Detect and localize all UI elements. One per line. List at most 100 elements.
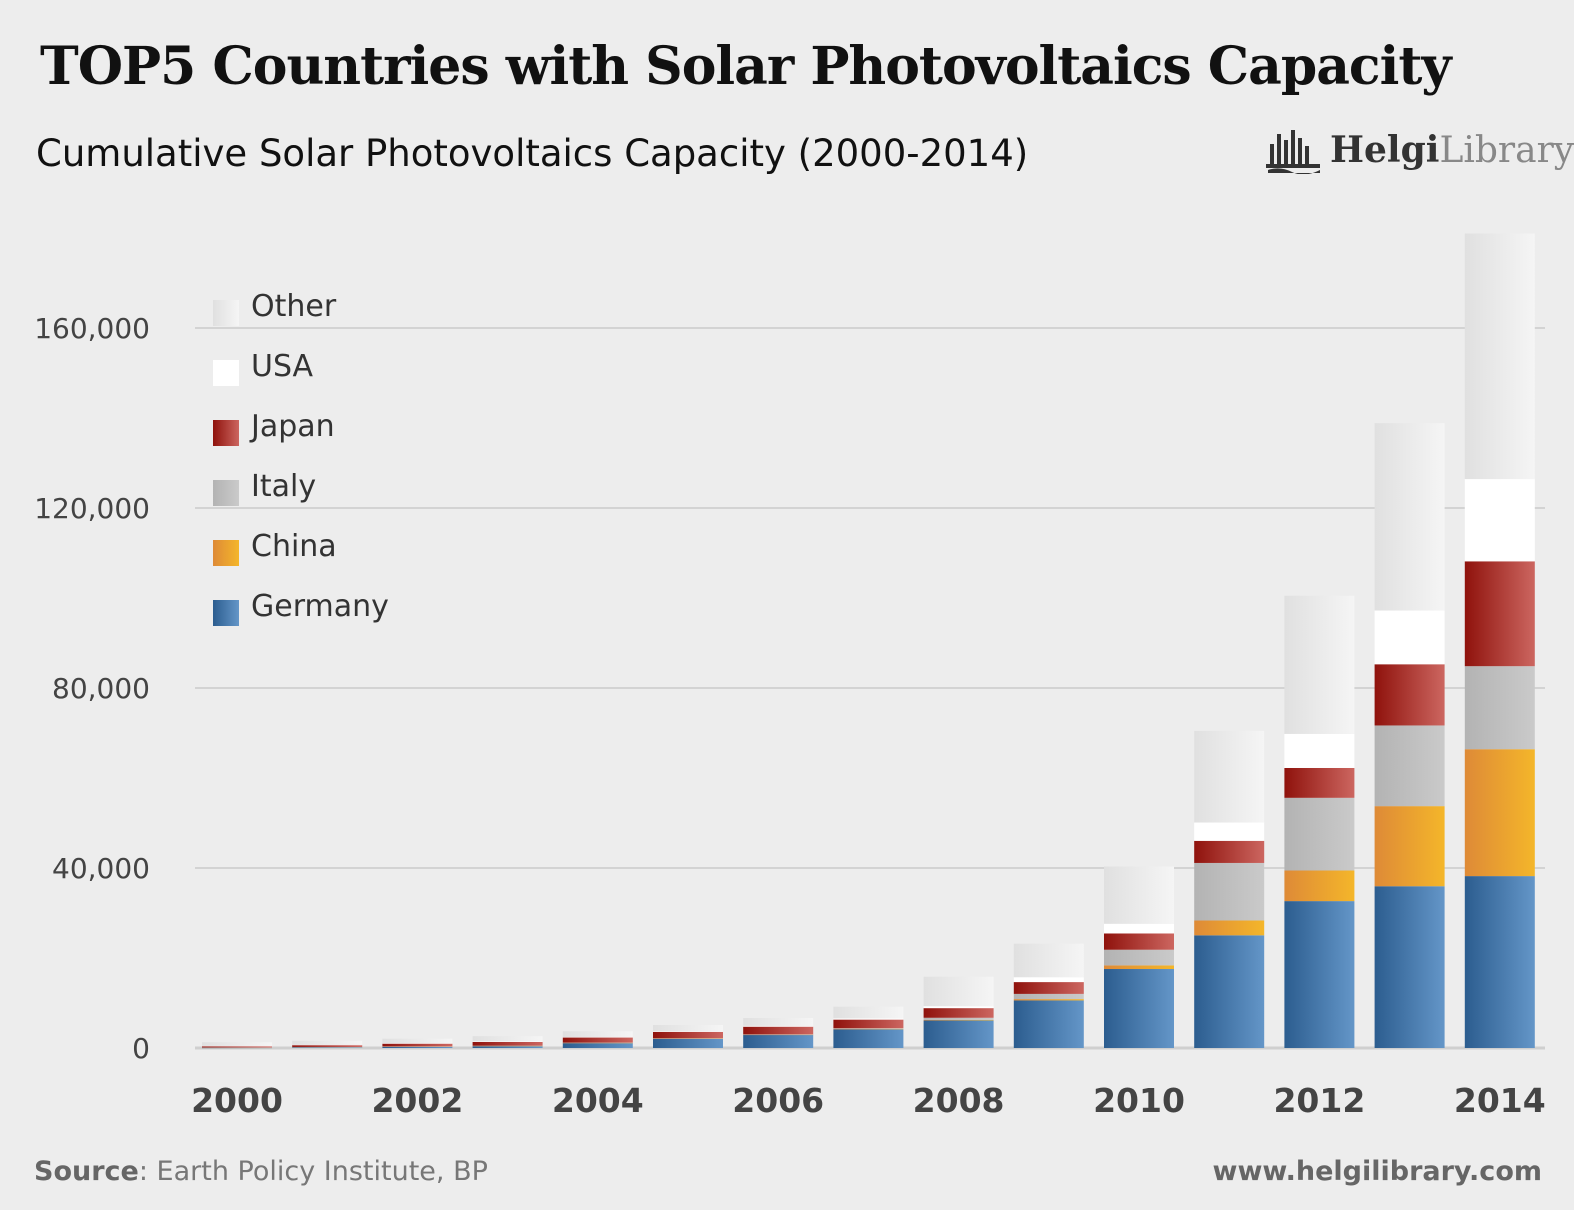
bar-segment-other (1374, 423, 1445, 611)
bar-segment-other (292, 1040, 363, 1045)
bar-segment-other (923, 976, 994, 1007)
bar-segment-usa (1013, 977, 1084, 983)
city-skyline-icon (1266, 130, 1320, 174)
bar-segment-germany (1194, 935, 1265, 1048)
x-tick-label: 2000 (191, 1081, 283, 1120)
bar-2013 (1374, 423, 1445, 1048)
bar-segment-germany (833, 1029, 904, 1048)
legend-label: Japan (249, 409, 335, 444)
bar-segment-usa (1374, 610, 1445, 665)
logo-text-library: Library (1439, 129, 1574, 171)
legend-label: Other (251, 289, 337, 324)
bar-segment-china (1464, 749, 1535, 877)
bar-segment-japan (472, 1041, 543, 1046)
legend-item-japan: Japan (213, 409, 335, 446)
bar-2008 (923, 976, 994, 1048)
y-tick-label: 80,000 (52, 672, 150, 705)
y-tick-label: 0 (132, 1032, 150, 1065)
bar-2000 (202, 1042, 272, 1049)
bar-segment-japan (833, 1019, 904, 1029)
page-title: TOP5 Countries with Solar Photovoltaics … (40, 36, 1452, 97)
bar-segment-japan (743, 1026, 814, 1035)
bar-segment-other (1104, 866, 1174, 924)
legend-item-italy: Italy (213, 469, 316, 506)
source-label: Source (34, 1156, 139, 1187)
bar-segment-usa (1104, 923, 1174, 934)
bar-segment-usa (833, 1018, 904, 1020)
bar-segment-japan (382, 1043, 453, 1047)
bar-2011 (1194, 730, 1265, 1048)
legend-swatch (213, 480, 239, 506)
bar-segment-japan (562, 1037, 633, 1043)
bar-segment-china (923, 1019, 994, 1021)
x-tick-label: 2006 (732, 1081, 824, 1120)
bar-segment-other (1284, 595, 1355, 734)
x-tick-label: 2012 (1273, 1081, 1365, 1120)
bar-segment-germany (562, 1043, 633, 1048)
bar-2009 (1013, 943, 1084, 1048)
bar-segment-italy (562, 1042, 633, 1044)
bar-2004 (562, 1031, 633, 1048)
bar-segment-other (472, 1036, 543, 1042)
bar-segment-other (562, 1031, 633, 1038)
bar-segment-china (1284, 870, 1355, 902)
bar-segment-usa (1464, 479, 1535, 562)
website-url[interactable]: www.helgilibrary.com (1212, 1156, 1542, 1187)
bar-segment-germany (1464, 876, 1535, 1048)
bar-segment-japan (202, 1046, 272, 1048)
bar-segment-germany (923, 1020, 994, 1048)
bar-segment-japan (292, 1044, 363, 1047)
bar-segment-germany (1374, 886, 1445, 1048)
bar-2003 (472, 1036, 543, 1048)
bar-segment-other (1194, 730, 1265, 823)
bar-segment-china (833, 1028, 904, 1030)
bar-segment-germany (1013, 1000, 1084, 1048)
bar-segment-italy (743, 1034, 814, 1035)
bar-segment-japan (1194, 840, 1265, 863)
y-tick-label: 160,000 (34, 312, 150, 345)
helgilibrary-logo: Helgi Library (1266, 126, 1574, 174)
x-tick-label: 2014 (1454, 1081, 1546, 1120)
bar-segment-italy (653, 1038, 723, 1039)
x-tick-label: 2010 (1093, 1081, 1185, 1120)
legend-item-other: Other (213, 289, 337, 326)
bar-segment-japan (653, 1031, 723, 1039)
bar-2005 (653, 1024, 723, 1048)
bar-segment-china (1194, 920, 1265, 936)
bar-2014 (1464, 233, 1535, 1048)
bar-segment-usa (472, 1041, 543, 1042)
x-tick-label: 2002 (371, 1081, 463, 1120)
bar-2006 (743, 1018, 814, 1048)
source-note: Source: Earth Policy Institute, BP (34, 1156, 488, 1187)
bar-segment-japan (923, 1008, 994, 1018)
legend-swatch (213, 600, 239, 626)
bar-segment-japan (1284, 767, 1355, 798)
bar-segment-usa (1284, 733, 1355, 768)
bar-segment-italy (1013, 993, 1084, 1000)
legend-swatch (213, 420, 239, 446)
bar-segment-germany (743, 1034, 814, 1048)
bar-segment-italy (1464, 666, 1535, 750)
bar-2012 (1284, 595, 1355, 1048)
bar-segment-usa (292, 1044, 363, 1046)
bar-segment-italy (202, 1047, 272, 1048)
bar-segment-other (743, 1018, 814, 1026)
y-tick-label: 120,000 (34, 492, 150, 525)
bar-segment-japan (1013, 982, 1084, 994)
bar-segment-germany (1104, 969, 1174, 1048)
bar-2001 (292, 1040, 363, 1048)
y-tick-label: 40,000 (52, 852, 150, 885)
legend-label: USA (251, 349, 314, 384)
bar-segment-japan (1374, 664, 1445, 726)
legend-item-germany: Germany (213, 589, 389, 626)
x-tick-label: 2004 (552, 1081, 644, 1120)
legend-label: Italy (251, 469, 316, 504)
bar-segment-china (1013, 999, 1084, 1001)
bar-segment-italy (833, 1028, 904, 1029)
bar-segment-italy (292, 1046, 363, 1048)
bar-segment-germany (292, 1047, 363, 1048)
bar-segment-china (1104, 965, 1174, 970)
bar-segment-italy (1374, 725, 1445, 807)
bar-segment-other (382, 1038, 453, 1044)
bar-segment-other (653, 1024, 723, 1032)
